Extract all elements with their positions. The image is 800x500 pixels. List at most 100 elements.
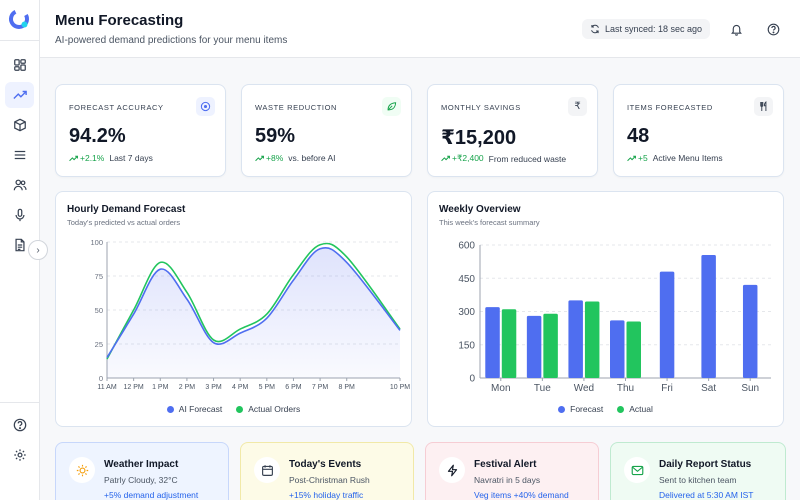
y-tick-label: 300	[458, 307, 475, 318]
app-logo[interactable]	[8, 8, 30, 30]
sidebar-item-menu[interactable]	[5, 142, 34, 168]
legend-item[interactable]: Actual	[617, 404, 653, 414]
sidebar-item-staff[interactable]	[5, 172, 34, 198]
stat-note: Last 7 days	[109, 153, 153, 163]
weekly-overview-card: Weekly Overview This week's forecast sum…	[427, 191, 784, 427]
info-card-festival[interactable]: Festival Alert Navratri in 5 days Veg it…	[425, 442, 599, 500]
stat-card-waste-reduction: Waste Reduction 59% +8% vs. before AI	[241, 84, 412, 177]
x-tick-label: 2 PM	[179, 384, 196, 391]
sun-icon	[69, 457, 95, 483]
y-tick-label: 450	[458, 274, 475, 285]
legend-label: AI Forecast	[178, 404, 223, 414]
stat-footer: +₹2,400 From reduced waste	[441, 153, 566, 164]
page-subtitle: AI-powered demand predictions for your m…	[55, 35, 288, 46]
trend-up-icon	[69, 155, 78, 161]
x-tick-label: 12 PM	[124, 384, 144, 391]
stat-card-forecast-accuracy: Forecast Accuracy 94.2% +2.1% Last 7 day…	[55, 84, 226, 177]
lightning-icon	[439, 457, 465, 483]
sidebar-item-help[interactable]	[5, 412, 34, 438]
stat-value: 48	[627, 125, 650, 147]
calendar-icon	[254, 457, 280, 483]
info-card-daily-report[interactable]: Daily Report Status Sent to kitchen team…	[610, 442, 786, 500]
stat-card-monthly-savings: Monthly Savings ₹ ₹15,200 +₹2,400 From r…	[427, 84, 598, 177]
document-icon	[14, 238, 25, 252]
sync-status-button[interactable]: Last synced: 18 sec ago	[582, 19, 711, 39]
stat-delta-value: +8%	[266, 153, 284, 163]
stat-label: Monthly Savings	[441, 103, 521, 112]
x-tick-label: 6 PM	[285, 384, 302, 391]
legend-dot	[617, 405, 625, 413]
info-card-events[interactable]: Today's Events Post-Christman Rush +15% …	[240, 442, 414, 500]
stat-delta: +2.1%	[69, 153, 104, 163]
stat-delta-value: +2.1%	[80, 153, 105, 163]
users-icon	[13, 179, 27, 191]
legend-item[interactable]: Actual Orders	[236, 404, 300, 414]
mail-icon	[624, 457, 650, 483]
stat-delta: +8%	[255, 153, 283, 163]
x-tick-label: Wed	[574, 383, 594, 394]
forecast-area	[107, 247, 400, 378]
legend-item[interactable]: AI Forecast	[166, 404, 223, 414]
x-tick-label: 4 PM	[232, 384, 249, 391]
chart-subtitle: Today's predicted vs actual orders	[67, 218, 181, 227]
x-tick-label: 1 PM	[152, 384, 169, 391]
info-title: Weather Impact	[104, 459, 179, 470]
bar-actual	[626, 321, 641, 378]
y-tick-label: 25	[95, 340, 103, 349]
sidebar-item-dashboard[interactable]	[5, 52, 34, 78]
info-detail: Navratri in 5 days	[474, 475, 541, 485]
trending-up-icon	[12, 90, 27, 99]
y-tick-label: 75	[95, 272, 103, 281]
x-tick-label: 8 PM	[339, 384, 356, 391]
chevron-right-icon: ›	[36, 244, 40, 256]
x-tick-label: Tue	[534, 383, 551, 394]
info-title: Daily Report Status	[659, 459, 752, 470]
stat-note: From reduced waste	[488, 153, 567, 164]
notifications-button[interactable]	[728, 21, 744, 37]
sidebar-item-inventory[interactable]	[5, 112, 34, 138]
legend-dot	[236, 405, 244, 413]
sidebar-item-voice[interactable]	[5, 202, 34, 228]
legend-dot	[558, 405, 566, 413]
stat-delta: +5	[627, 153, 648, 163]
y-tick-label: 100	[90, 238, 103, 247]
x-tick-label: 5 PM	[259, 384, 276, 391]
stat-note: vs. before AI	[288, 153, 336, 163]
sidebar-item-reports[interactable]	[5, 232, 34, 258]
stat-footer: +2.1% Last 7 days	[69, 153, 153, 163]
leaf-icon	[382, 97, 401, 116]
y-tick-label: 50	[95, 306, 103, 315]
info-title: Today's Events	[289, 459, 362, 470]
bar-forecast	[610, 320, 625, 378]
hourly-demand-chart[interactable]: 0 25 50 75 100 11 AM 12 PM 1 PM 2 PM 3 PM 4 PM 5 PM…	[56, 192, 413, 428]
x-tick-label: Mon	[491, 383, 510, 394]
legend-label: Actual	[629, 404, 653, 414]
help-button[interactable]	[765, 21, 781, 37]
stat-delta: +₹2,400	[441, 153, 484, 164]
bar-forecast	[742, 284, 758, 378]
stat-value: ₹15,200	[441, 127, 517, 149]
sidebar-collapse-button[interactable]: ›	[28, 240, 48, 260]
bar-forecast	[701, 254, 716, 378]
info-impact: Veg items +40% demand	[474, 490, 569, 500]
page-header: Menu Forecasting AI-powered demand predi…	[40, 0, 800, 58]
chart-subtitle: This week's forecast summary	[439, 218, 540, 227]
rupee-icon: ₹	[568, 97, 587, 116]
x-tick-label: Sun	[741, 383, 759, 394]
stat-note: Active Menu Items	[652, 153, 723, 163]
legend-label: Actual Orders	[248, 404, 301, 414]
y-tick-label: 0	[469, 374, 475, 385]
menu-list-icon	[14, 150, 25, 160]
legend-dot	[166, 405, 174, 413]
stat-delta-value: +₹2,400	[452, 153, 484, 163]
stat-card-items-forecasted: Items Forecasted 48 +5 Active Menu Items	[613, 84, 784, 177]
sidebar-item-forecasting[interactable]	[5, 82, 34, 108]
legend-item[interactable]: Forecast	[558, 404, 603, 414]
weekly-overview-chart[interactable]: 0 150 300 450 600 Mon Tue Wed Thu Fri Sat Sun	[428, 192, 785, 428]
info-card-weather[interactable]: Weather Impact Patrly Cloudy, 32°C +5% d…	[55, 442, 229, 500]
ai-forecast-line	[106, 246, 401, 359]
sidebar-item-settings[interactable]	[5, 442, 34, 468]
info-detail: Sent to kitchen team	[659, 475, 737, 485]
sidebar-divider	[0, 402, 39, 403]
info-detail: Post-Christman Rush	[289, 475, 370, 485]
